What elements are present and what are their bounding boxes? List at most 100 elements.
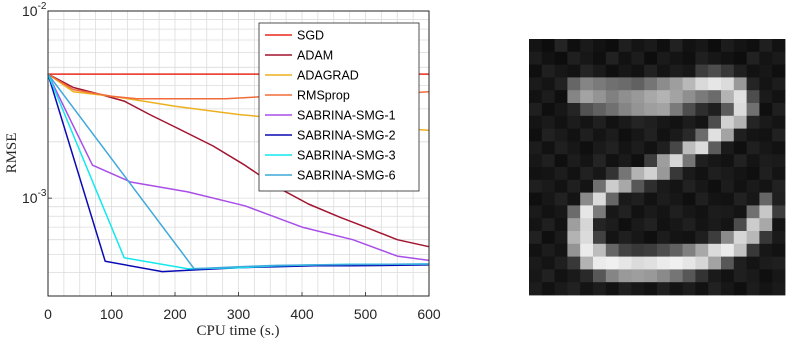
- image-pixel: [708, 192, 722, 206]
- image-pixel: [644, 192, 658, 206]
- image-pixel: [593, 51, 607, 65]
- image-pixel: [695, 218, 709, 232]
- image-pixel: [746, 256, 760, 270]
- image-pixel: [733, 64, 747, 78]
- image-pixel: [695, 64, 709, 78]
- image-pixel: [759, 51, 773, 65]
- image-pixel: [695, 243, 709, 257]
- image-pixel: [657, 167, 671, 181]
- image-pixel: [669, 115, 683, 129]
- image-pixel: [580, 192, 594, 206]
- x-tick-label: 0: [44, 306, 52, 322]
- image-pixel: [605, 90, 619, 104]
- image-pixel: [759, 167, 773, 181]
- image-pixel: [772, 282, 786, 296]
- image-pixel: [631, 205, 645, 219]
- legend-entry: RMSprop: [265, 89, 350, 103]
- image-pixel: [529, 77, 543, 91]
- image-pixel: [708, 154, 722, 168]
- image-pixel: [605, 205, 619, 219]
- image-pixel: [708, 103, 722, 117]
- image-pixel: [567, 192, 581, 206]
- image-pixel: [733, 103, 747, 117]
- image-pixel: [746, 282, 760, 296]
- image-pixel: [631, 231, 645, 245]
- image-pixel: [580, 167, 594, 181]
- image-pixel: [618, 256, 632, 270]
- image-pixel: [746, 192, 760, 206]
- image-pixel: [593, 64, 607, 78]
- image-pixel: [529, 231, 543, 245]
- image-pixel: [593, 103, 607, 117]
- image-pixel: [529, 218, 543, 232]
- image-pixel: [708, 269, 722, 283]
- image-pixel: [746, 64, 760, 78]
- image-pixel: [644, 256, 658, 270]
- image-pixel: [746, 51, 760, 65]
- image-pixel: [708, 218, 722, 232]
- image-pixel: [605, 51, 619, 65]
- x-tick-label: 600: [417, 306, 441, 322]
- image-pixel: [759, 179, 773, 193]
- image-pixel: [682, 39, 696, 53]
- image-pixel: [554, 141, 568, 155]
- image-pixel: [746, 218, 760, 232]
- image-pixel: [631, 256, 645, 270]
- image-pixel: [541, 243, 555, 257]
- image-pixel: [567, 154, 581, 168]
- image-pixel: [708, 231, 722, 245]
- image-pixel: [631, 103, 645, 117]
- image-pixel: [759, 77, 773, 91]
- image-pixel: [567, 256, 581, 270]
- image-pixel: [759, 115, 773, 129]
- image-pixel: [695, 115, 709, 129]
- image-pixel: [593, 128, 607, 142]
- image-pixel: [669, 269, 683, 283]
- image-pixel: [759, 269, 773, 283]
- series-line-sabrina-smg-1: [47, 73, 430, 262]
- image-pixel: [669, 167, 683, 181]
- image-pixel: [708, 141, 722, 155]
- image-pixel: [721, 218, 735, 232]
- image-pixel: [772, 115, 786, 129]
- image-pixel: [567, 205, 581, 219]
- image-pixel: [580, 205, 594, 219]
- image-pixel: [605, 115, 619, 129]
- image-pixel: [529, 64, 543, 78]
- image-pixel: [746, 115, 760, 129]
- image-pixel: [605, 77, 619, 91]
- image-pixel: [772, 179, 786, 193]
- image-pixel: [682, 128, 696, 142]
- image-pixel: [733, 218, 747, 232]
- image-pixel: [567, 103, 581, 117]
- image-pixel: [618, 39, 632, 53]
- image-pixel: [759, 90, 773, 104]
- image-pixel: [593, 154, 607, 168]
- image-pixel: [746, 103, 760, 117]
- image-pixel: [695, 39, 709, 53]
- image-pixel: [772, 128, 786, 142]
- image-pixel: [605, 269, 619, 283]
- legend-label: SGD: [297, 29, 324, 43]
- y-tick-label: 10-3: [22, 188, 47, 206]
- image-pixel: [541, 141, 555, 155]
- image-pixel: [567, 269, 581, 283]
- image-pixel: [669, 51, 683, 65]
- image-pixel: [567, 64, 581, 78]
- image-pixel: [644, 115, 658, 129]
- image-pixel: [580, 269, 594, 283]
- image-pixel: [682, 154, 696, 168]
- image-pixel: [695, 256, 709, 270]
- image-pixel: [580, 141, 594, 155]
- image-pixel: [682, 231, 696, 245]
- image-pixel: [669, 218, 683, 232]
- image-pixel: [529, 269, 543, 283]
- image-pixel: [746, 167, 760, 181]
- image-pixel: [772, 269, 786, 283]
- image-pixel: [644, 39, 658, 53]
- image-pixel: [657, 90, 671, 104]
- image-pixel: [580, 103, 594, 117]
- image-pixel: [631, 154, 645, 168]
- image-pixel: [708, 282, 722, 296]
- legend-label: ADAM: [297, 49, 333, 63]
